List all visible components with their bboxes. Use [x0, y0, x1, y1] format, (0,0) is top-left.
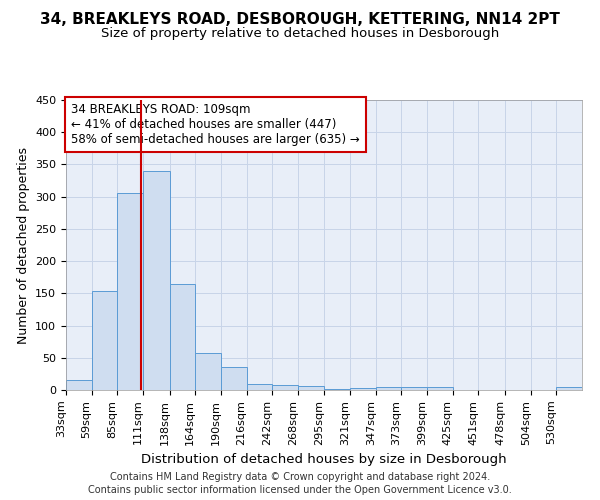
Y-axis label: Number of detached properties: Number of detached properties [17, 146, 29, 344]
Bar [247, 384, 272, 390]
Text: Size of property relative to detached houses in Desborough: Size of property relative to detached ho… [101, 28, 499, 40]
Text: Contains public sector information licensed under the Open Government Licence v3: Contains public sector information licen… [88, 485, 512, 495]
Bar [272, 385, 298, 390]
Bar [66, 380, 92, 390]
Bar [376, 387, 401, 390]
X-axis label: Distribution of detached houses by size in Desborough: Distribution of detached houses by size … [141, 453, 507, 466]
Bar [195, 354, 221, 390]
Bar [427, 387, 453, 390]
Bar [221, 368, 247, 390]
Bar [143, 171, 170, 390]
Bar [350, 388, 376, 390]
Bar [556, 387, 582, 390]
Bar [298, 386, 325, 390]
Text: 34 BREAKLEYS ROAD: 109sqm
← 41% of detached houses are smaller (447)
58% of semi: 34 BREAKLEYS ROAD: 109sqm ← 41% of detac… [71, 103, 360, 146]
Bar [118, 194, 143, 390]
Bar [92, 292, 118, 390]
Bar [170, 284, 195, 390]
Bar [325, 388, 350, 390]
Text: Contains HM Land Registry data © Crown copyright and database right 2024.: Contains HM Land Registry data © Crown c… [110, 472, 490, 482]
Bar [401, 387, 427, 390]
Text: 34, BREAKLEYS ROAD, DESBOROUGH, KETTERING, NN14 2PT: 34, BREAKLEYS ROAD, DESBOROUGH, KETTERIN… [40, 12, 560, 28]
